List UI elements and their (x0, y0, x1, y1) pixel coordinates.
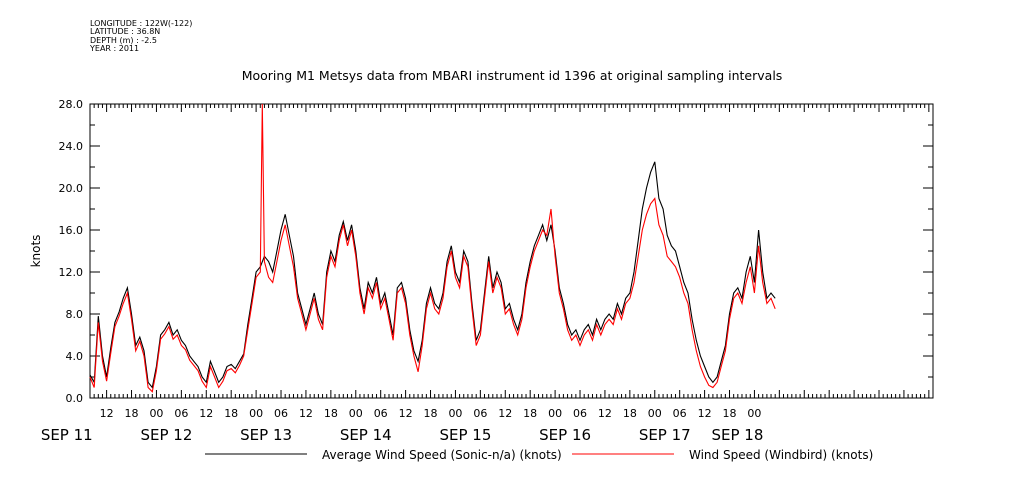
depth-label: DEPTH (m) : -2.5 (90, 35, 157, 45)
x-day-label: SEP 14 (340, 426, 392, 444)
series-windbird-line (89, 103, 776, 393)
x-hour-label: 00 (448, 407, 462, 420)
x-hour-label: 00 (249, 407, 263, 420)
y-tick-label: 28.0 (59, 98, 84, 111)
plot-frame (89, 103, 934, 399)
x-hour-label: 00 (648, 407, 662, 420)
latitude-label: LATITUDE : 36.8N (90, 27, 161, 37)
x-hour-label: 06 (374, 407, 388, 420)
x-hour-label: 12 (498, 407, 512, 420)
x-hour-label: 18 (523, 407, 537, 420)
y-axis-label: knots (29, 235, 43, 268)
x-day-label: SEP 11 (41, 426, 93, 444)
x-axis: 12 18 00 06 12 18 00 06 12 18 00 06 12 18 00 06 12 18 00 06… (41, 104, 934, 444)
y-tick-label: 16.0 (59, 224, 84, 237)
y-tick-label: 0.0 (66, 392, 84, 405)
y-tick-label: 4.0 (66, 350, 84, 363)
series-average-wind-line (89, 161, 776, 389)
legend: Average Wind Speed (Sonic-n/a) (knots) W… (205, 448, 873, 462)
x-day-label: SEP 18 (711, 426, 763, 444)
y-tick-label: 24.0 (59, 140, 84, 153)
y-tick-label: 12.0 (59, 266, 84, 279)
x-hour-label: 06 (573, 407, 587, 420)
x-day-label: SEP 16 (539, 426, 591, 444)
x-hour-label: 18 (324, 407, 338, 420)
station-metadata: LONGITUDE : 122W(-122) LATITUDE : 36.8N … (90, 19, 193, 54)
x-hour-label: 00 (349, 407, 363, 420)
x-day-label: SEP 15 (439, 426, 491, 444)
y-tick-label: 8.0 (66, 308, 84, 321)
x-hour-label: 18 (623, 407, 637, 420)
legend-label-average-wind: Average Wind Speed (Sonic-n/a) (knots) (322, 448, 562, 462)
x-hour-label: 18 (125, 407, 139, 420)
x-hour-label: 12 (598, 407, 612, 420)
y-tick-label: 20.0 (59, 182, 84, 195)
x-day-label: SEP 17 (639, 426, 691, 444)
x-hour-label: 00 (149, 407, 163, 420)
x-hour-label: 06 (473, 407, 487, 420)
x-hour-label: 06 (673, 407, 687, 420)
chart-title: Mooring M1 Metsys data from MBARI instru… (242, 68, 783, 83)
x-day-label: SEP 12 (140, 426, 192, 444)
y-axis: 0.0 4.0 8.0 12.0 16.0 20.0 24.0 28.0 (59, 98, 933, 405)
x-hour-label: 12 (199, 407, 213, 420)
x-hour-label: 18 (424, 407, 438, 420)
x-hour-label: 18 (224, 407, 238, 420)
x-hour-label: 06 (174, 407, 188, 420)
x-hour-label: 12 (399, 407, 413, 420)
x-hour-label: 00 (747, 407, 761, 420)
year-label: YEAR : 2011 (90, 44, 140, 54)
x-day-label: SEP 13 (240, 426, 292, 444)
legend-label-windbird: Wind Speed (Windbird) (knots) (689, 448, 873, 462)
x-hour-label: 12 (698, 407, 712, 420)
series-layer (89, 103, 776, 393)
x-hour-label: 00 (548, 407, 562, 420)
x-hour-label: 12 (100, 407, 114, 420)
x-hour-label: 18 (723, 407, 737, 420)
x-hour-label: 12 (299, 407, 313, 420)
x-hour-label: 06 (274, 407, 288, 420)
longitude-label: LONGITUDE : 122W(-122) (90, 19, 193, 28)
